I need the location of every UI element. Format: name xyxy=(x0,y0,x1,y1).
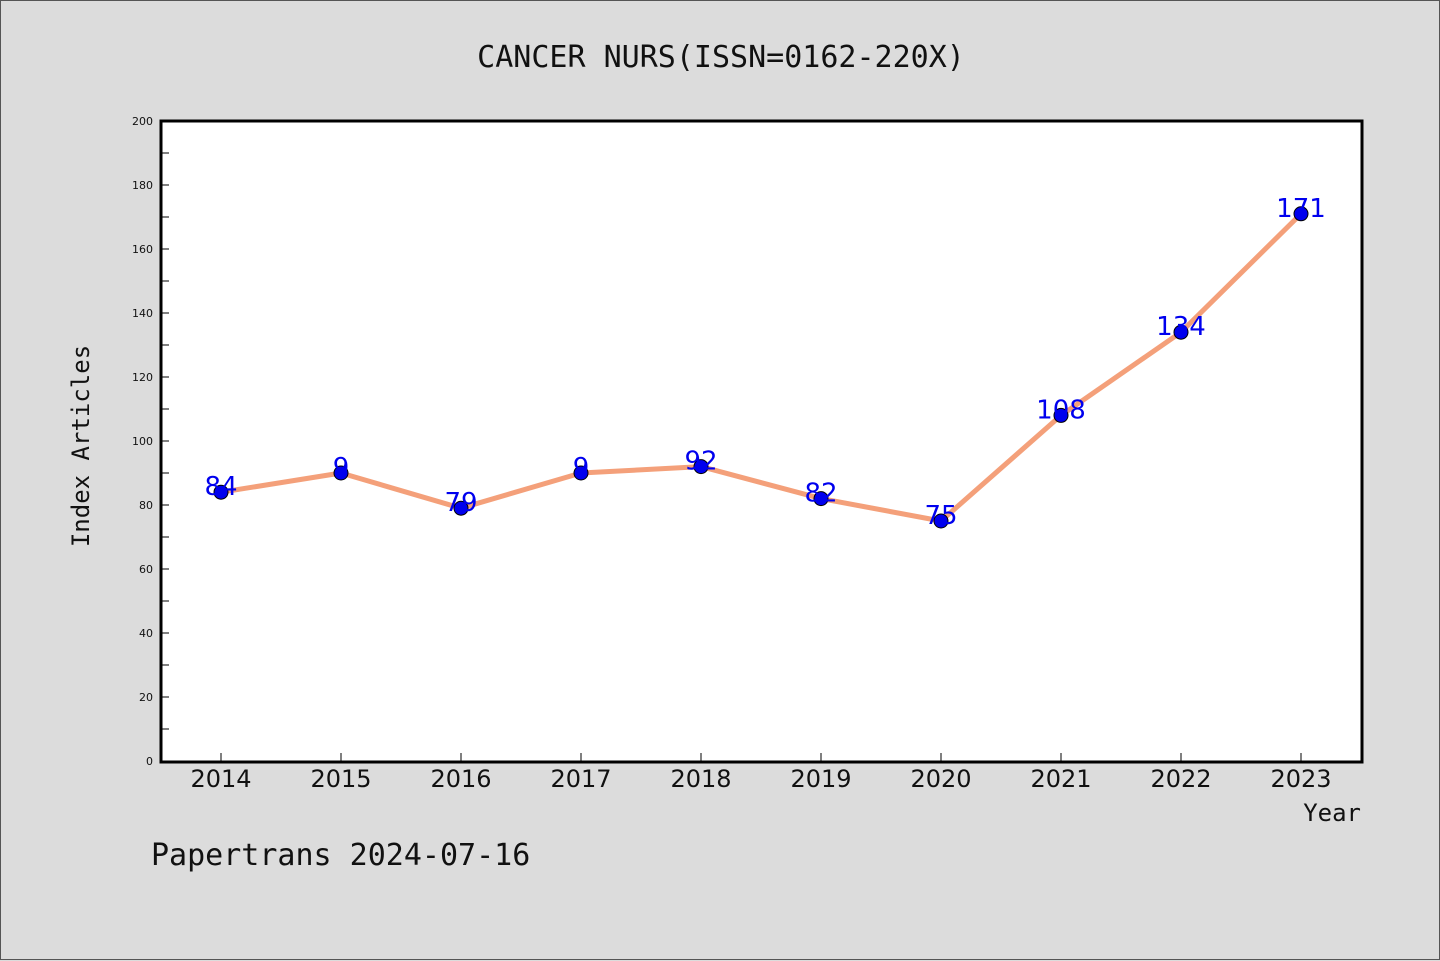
x-tick-label: 2020 xyxy=(910,765,971,793)
data-point xyxy=(1293,206,1309,222)
y-tick-label: 0 xyxy=(146,755,153,768)
x-tick-label: 2021 xyxy=(1030,765,1091,793)
x-tick-label: 2014 xyxy=(190,765,251,793)
y-tick-label: 140 xyxy=(132,307,153,320)
x-tick-label: 2018 xyxy=(670,765,731,793)
y-tick-label: 180 xyxy=(132,179,153,192)
series-polyline xyxy=(218,211,1304,524)
x-tick-label: 2015 xyxy=(310,765,371,793)
data-labels: 84 9 79 9 92 82 75 108 134 171 xyxy=(204,194,1325,531)
data-label: 79 xyxy=(444,488,477,518)
x-axis: 2014 2015 2016 2017 2018 2019 2020 2021 2022 2023 xyxy=(190,753,1332,793)
data-label: 92 xyxy=(684,447,717,477)
data-point xyxy=(1173,324,1189,340)
data-point xyxy=(333,465,349,481)
data-label: 134 xyxy=(1156,312,1206,342)
y-tick-label: 20 xyxy=(139,691,153,704)
y-axis-label: Index Articles xyxy=(67,345,95,547)
x-axis-label: Year xyxy=(1303,799,1361,827)
x-tick-label: 2016 xyxy=(430,765,491,793)
data-point xyxy=(1053,407,1069,423)
y-tick-label: 40 xyxy=(139,627,153,640)
data-point xyxy=(213,484,229,500)
x-tick-label: 2023 xyxy=(1270,765,1331,793)
data-label: 75 xyxy=(924,501,957,531)
data-label: 108 xyxy=(1036,395,1086,425)
data-label: 84 xyxy=(204,472,237,502)
data-label: 9 xyxy=(333,453,350,483)
x-tick-label: 2019 xyxy=(790,765,851,793)
data-point xyxy=(813,491,829,507)
data-point xyxy=(693,459,709,475)
data-point xyxy=(933,513,949,529)
x-tick-label: 2022 xyxy=(1150,765,1211,793)
series-markers xyxy=(213,206,1309,529)
y-tick-label: 100 xyxy=(132,435,153,448)
plot-area xyxy=(159,119,1364,764)
y-tick-label: 160 xyxy=(132,243,153,256)
data-point xyxy=(573,465,589,481)
data-label: 82 xyxy=(804,479,837,509)
y-tick-label: 200 xyxy=(132,115,153,128)
footer-credit: Papertrans 2024-07-16 xyxy=(151,838,530,873)
series-line xyxy=(218,211,1304,524)
y-tick-label: 120 xyxy=(132,371,153,384)
data-label: 171 xyxy=(1276,194,1326,224)
y-tick-label: 60 xyxy=(139,563,153,576)
data-label: 9 xyxy=(573,453,590,483)
x-tick-label: 2017 xyxy=(550,765,611,793)
data-point xyxy=(453,500,469,516)
y-axis: 0 20 40 60 80 100 120 140 160 180 200 xyxy=(132,115,169,768)
y-tick-label: 80 xyxy=(139,499,153,512)
chart-title: CANCER NURS(ISSN=0162-220X) xyxy=(477,40,965,75)
